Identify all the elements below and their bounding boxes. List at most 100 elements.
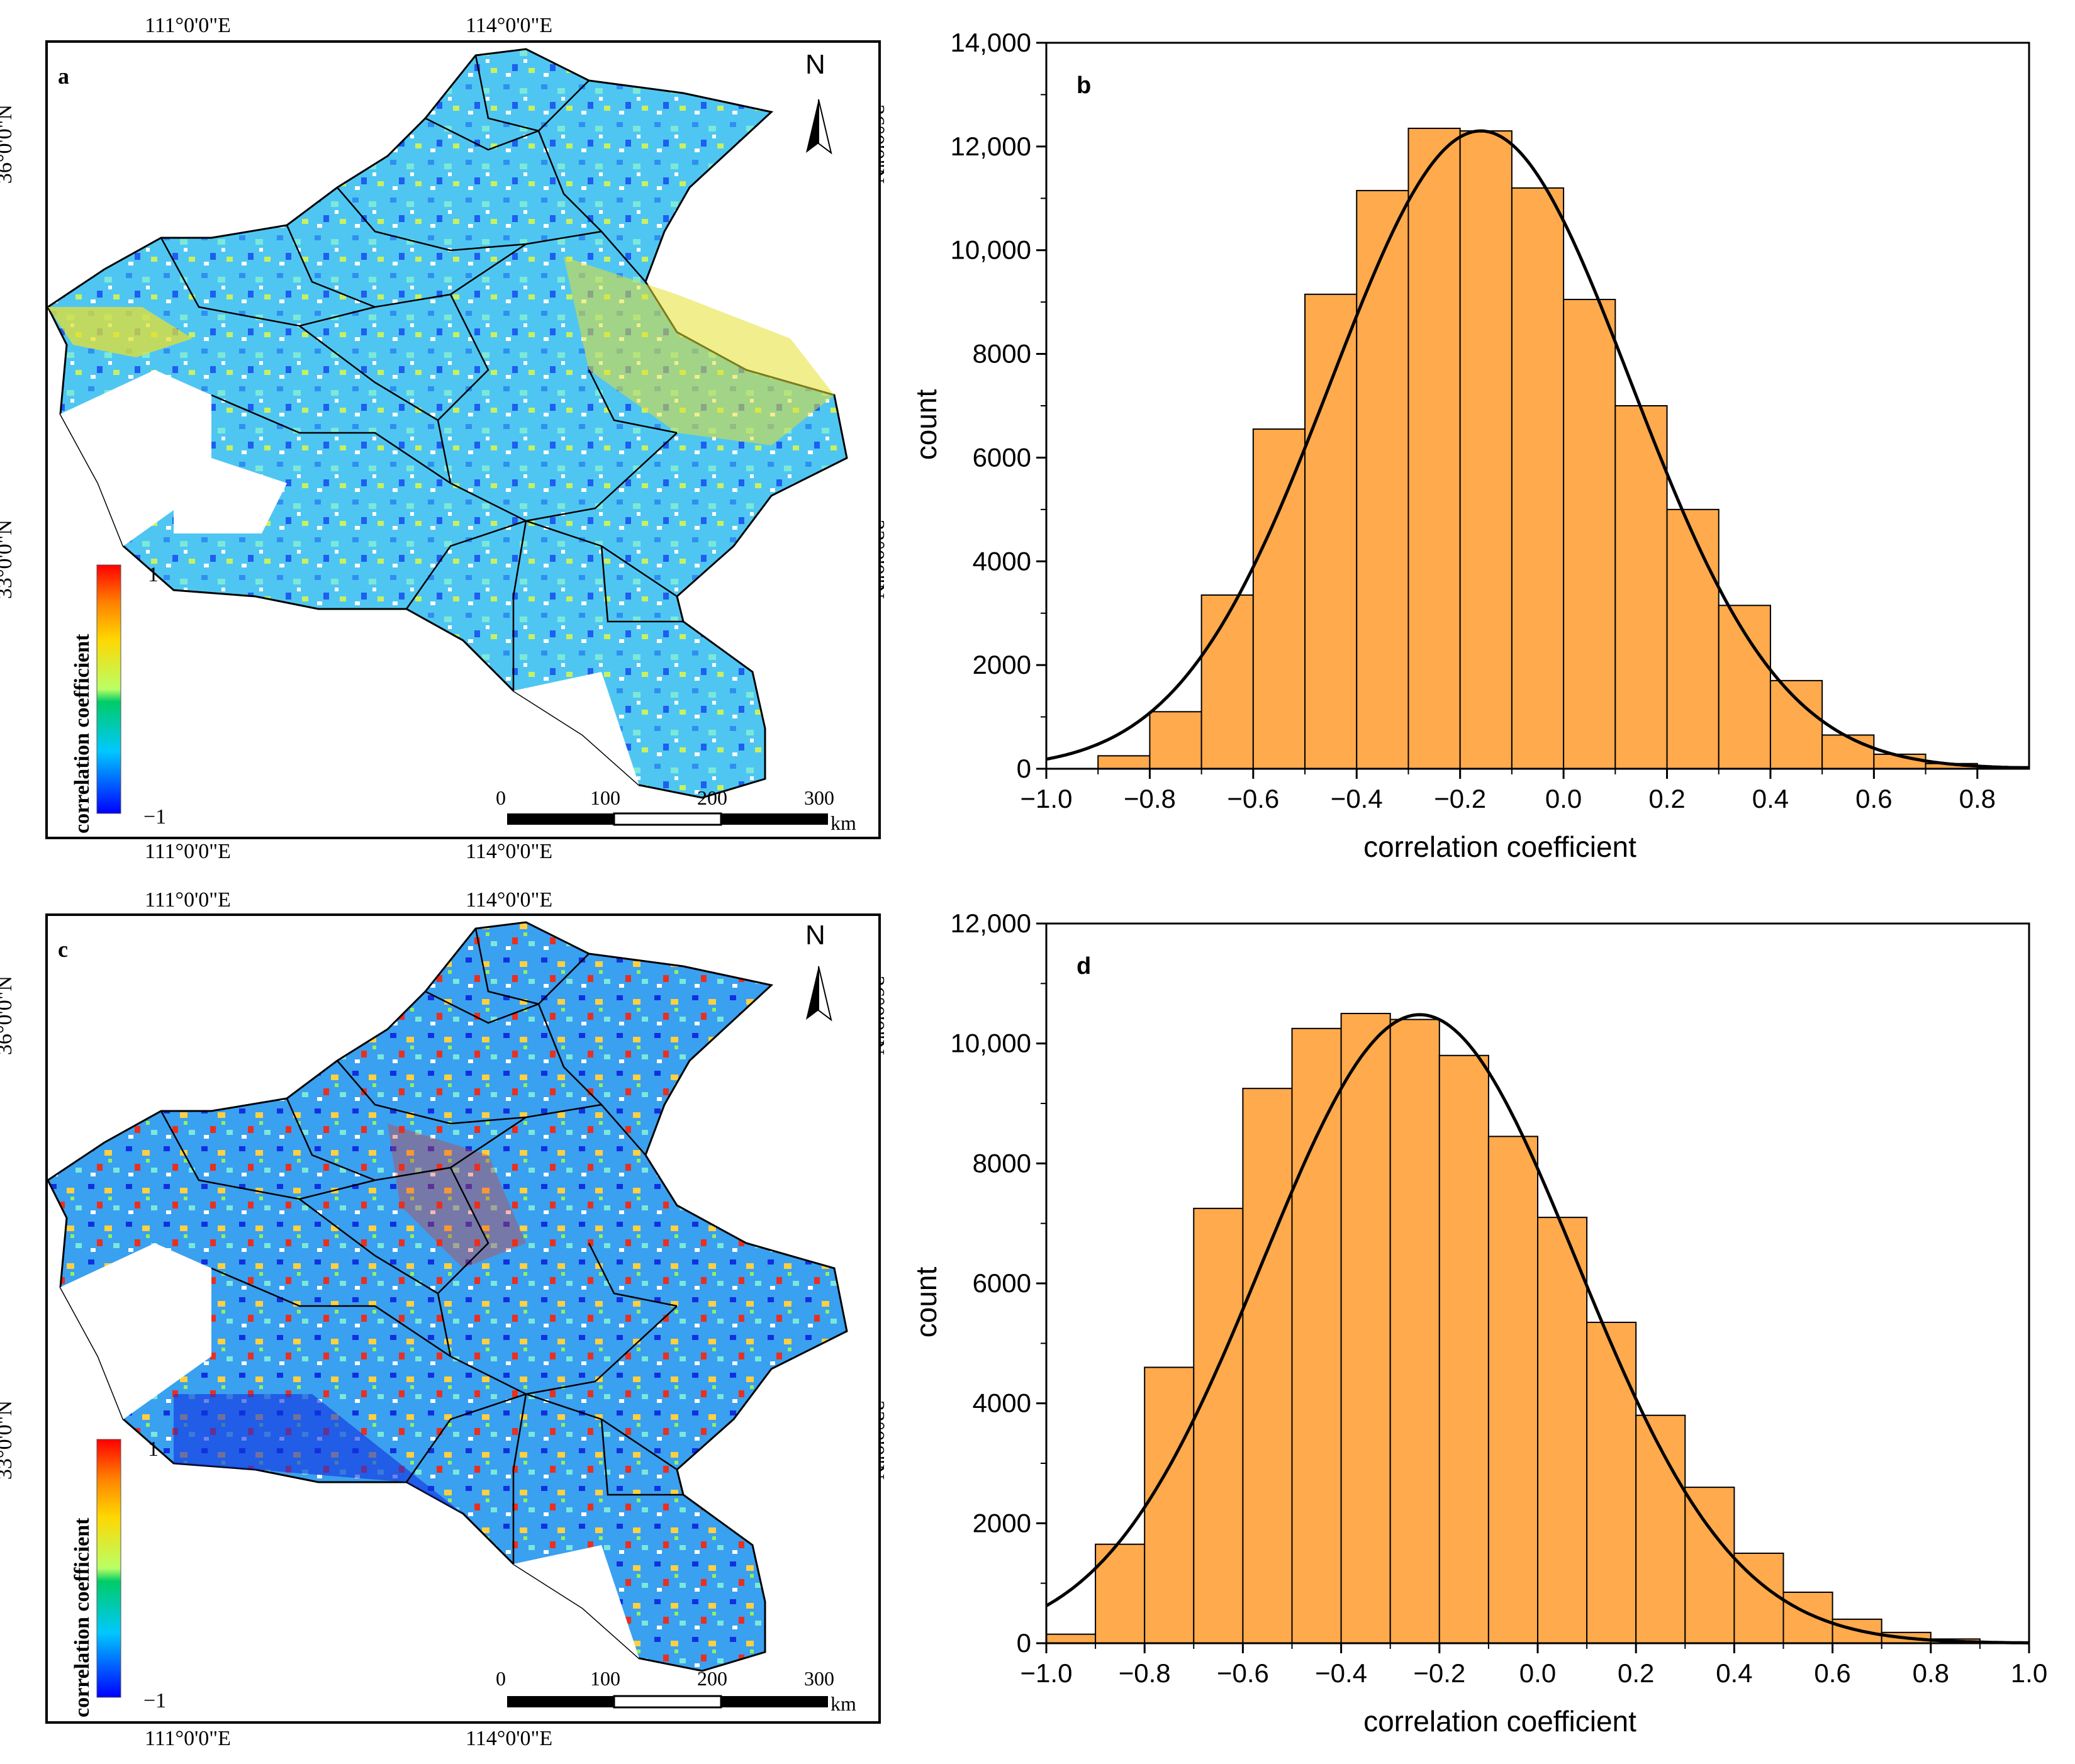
chart-b-ytick-label-3: 6000 bbox=[973, 442, 1031, 472]
lat-label-left-top: 36°0'0"N bbox=[0, 104, 17, 184]
chart-b-ytick-label-1: 2000 bbox=[973, 650, 1031, 679]
chart-d-xtick-label-6: 0.2 bbox=[1618, 1658, 1654, 1688]
chart-b-xlabel: correlation coefficient bbox=[1363, 830, 1636, 863]
chart-d-xtick-label-2: −0.6 bbox=[1217, 1658, 1269, 1688]
chart-b-bar-11 bbox=[1666, 508, 1720, 769]
map-panel-c: 111°0'0"E 114°0'0"E 111°0'0"E 114°0'0"E … bbox=[0, 881, 893, 1761]
histogram-d-svg: −1.0 −0.8 −0.6 −0.4 −0.2 0.0 0.2 0.4 0.6 0.8 1.0 0 2… bbox=[910, 908, 2047, 1738]
chart-b-bar-9 bbox=[1563, 299, 1616, 769]
chart-b-bar-14 bbox=[1821, 734, 1875, 769]
zone-blank-c1 bbox=[60, 1243, 211, 1419]
chart-d-xtick-label-0: −1.0 bbox=[1021, 1658, 1073, 1688]
chart-b-ytick-label-4: 8000 bbox=[973, 339, 1031, 369]
map-frame-a bbox=[45, 40, 881, 839]
north-arrow-icon-a bbox=[806, 99, 832, 155]
scale-tick-200-c: 200 bbox=[697, 1667, 727, 1690]
municipal-boundaries-a bbox=[160, 55, 683, 691]
scale-tick-300-a: 300 bbox=[804, 786, 834, 809]
chart-d-bar-5 bbox=[1291, 1027, 1342, 1644]
legend-colorbar-c bbox=[96, 1439, 121, 1698]
lat-label-left-bottom-c: 33°0'0"N bbox=[0, 1400, 17, 1480]
chart-d-bar-10 bbox=[1537, 1217, 1588, 1644]
north-arrow-icon-c bbox=[806, 966, 832, 1022]
chart-d-ytick-label-4: 8000 bbox=[973, 1148, 1031, 1178]
lon-label-top-right: 114°0'0"E bbox=[466, 14, 553, 37]
legend-max-a: 1 bbox=[148, 563, 159, 586]
chart-b-bar-8 bbox=[1511, 187, 1565, 769]
scale-tick-100-c: 100 bbox=[590, 1667, 620, 1690]
chart-b-bar-6 bbox=[1407, 128, 1461, 769]
lat-label-left-bottom: 33°0'0"N bbox=[0, 519, 17, 600]
panel-letter-d: d bbox=[1077, 953, 1091, 980]
chart-b-bar-7 bbox=[1459, 130, 1513, 769]
zone-yellow-a2 bbox=[564, 257, 834, 445]
chart-b-ytick-label-5: 10,000 bbox=[951, 235, 1031, 265]
map-a-svg bbox=[48, 48, 848, 826]
chart-b-ytick-label-2: 4000 bbox=[973, 546, 1031, 576]
chart-b-xtick-label-3: −0.4 bbox=[1331, 784, 1383, 813]
scale-tick-200-a: 200 bbox=[697, 786, 727, 809]
chart-d-bar-0 bbox=[1046, 1633, 1097, 1644]
chart-d-bar-11 bbox=[1586, 1321, 1637, 1644]
histogram-panel-d: −1.0 −0.8 −0.6 −0.4 −0.2 0.0 0.2 0.4 0.6 0.8 1.0 0 2… bbox=[893, 881, 2075, 1761]
chart-b-xtick-label-6: 0.2 bbox=[1648, 784, 1685, 813]
chart-d-xlabel: correlation coefficient bbox=[1363, 1705, 1636, 1738]
chart-d-ytick-label-0: 0 bbox=[1017, 1628, 1031, 1658]
chart-b-bar-2 bbox=[1200, 594, 1254, 769]
zone-blank-a3 bbox=[513, 672, 639, 785]
map-frame-c bbox=[45, 913, 881, 1724]
scale-unit-a: km bbox=[831, 812, 856, 834]
chart-d-xtick-label-7: 0.4 bbox=[1716, 1658, 1752, 1688]
zone-red-c bbox=[388, 1124, 526, 1268]
chart-b-bar-4 bbox=[1304, 293, 1358, 769]
north-label-a: N bbox=[805, 49, 825, 80]
chart-d-xtick-label-10: 1.0 bbox=[2011, 1658, 2047, 1688]
lon-label-bottom-right-c: 114°0'0"E bbox=[466, 1727, 553, 1750]
chart-d-ytick-label-5: 10,000 bbox=[951, 1029, 1031, 1058]
chart-d-bar-4 bbox=[1242, 1088, 1293, 1644]
chart-d-xtick-label-4: −0.2 bbox=[1413, 1658, 1465, 1688]
chart-d-bar-8 bbox=[1438, 1054, 1489, 1644]
lon-label-top-right-c: 114°0'0"E bbox=[466, 888, 553, 912]
lon-label-bottom-right: 114°0'0"E bbox=[466, 840, 553, 863]
legend-title-c: correlation coefficient bbox=[70, 1517, 94, 1717]
chart-b-xtick-label-1: −0.8 bbox=[1124, 784, 1176, 813]
lon-label-top-left-c: 111°0'0"E bbox=[145, 888, 231, 912]
chart-b-xtick-label-0: −1.0 bbox=[1021, 784, 1073, 813]
legend-max-c: 1 bbox=[148, 1437, 159, 1461]
chart-b-xtick-label-2: −0.6 bbox=[1227, 784, 1279, 813]
lat-label-left-top-c: 36°0'0"N bbox=[0, 975, 17, 1056]
legend-title-a: correlation coefficient bbox=[70, 634, 94, 834]
histogram-panel-b: −1.0 −0.8 −0.6 −0.4 −0.2 0.0 0.2 0.4 0.6 0.8 0 2000… bbox=[893, 0, 2075, 881]
zone-blank-a2 bbox=[174, 445, 287, 533]
lon-label-bottom-left-c: 111°0'0"E bbox=[145, 1727, 231, 1750]
panel-letter-a: a bbox=[58, 64, 69, 89]
legend-colorbar-a bbox=[96, 564, 121, 814]
chart-d-bar-15 bbox=[1782, 1591, 1833, 1644]
chart-b-xtick-label-9: 0.8 bbox=[1959, 784, 1996, 813]
legend-min-c: −1 bbox=[143, 1689, 167, 1712]
chart-b-bar-3 bbox=[1252, 428, 1306, 769]
scale-tick-0-a: 0 bbox=[496, 786, 506, 809]
chart-d-bar-2 bbox=[1144, 1366, 1195, 1644]
chart-d-ytick-label-1: 2000 bbox=[973, 1508, 1031, 1538]
legend-min-a: −1 bbox=[143, 805, 167, 829]
chart-d-ytick-label-6: 12,000 bbox=[951, 908, 1031, 938]
chart-d-ylabel: count bbox=[910, 1267, 942, 1338]
map-panel-a: 111°0'0"E 114°0'0"E 111°0'0"E 114°0'0"E … bbox=[0, 0, 893, 868]
chart-b-bar-5 bbox=[1356, 189, 1409, 769]
chart-b-xtick-label-8: 0.6 bbox=[1855, 784, 1892, 813]
chart-d-xtick-label-5: 0.0 bbox=[1519, 1658, 1556, 1688]
chart-b-xtick-label-7: 0.4 bbox=[1752, 784, 1789, 813]
scale-tick-100-a: 100 bbox=[590, 786, 620, 809]
chart-d-xtick-label-1: −0.8 bbox=[1119, 1658, 1171, 1688]
chart-b-xtick-label-5: 0.0 bbox=[1545, 784, 1582, 813]
chart-d-fit-curve bbox=[1045, 1013, 2030, 1644]
chart-d-xtick-label-3: −0.4 bbox=[1315, 1658, 1367, 1688]
chart-d-ytick-label-2: 4000 bbox=[973, 1388, 1031, 1418]
chart-d-bar-9 bbox=[1487, 1136, 1539, 1644]
histogram-b-svg: −1.0 −0.8 −0.6 −0.4 −0.2 0.0 0.2 0.4 0.6 0.8 0 2000… bbox=[910, 28, 2030, 863]
chart-d-bar-6 bbox=[1340, 1013, 1391, 1644]
chart-d-xtick-label-8: 0.6 bbox=[1814, 1658, 1850, 1688]
zone-blank-c2 bbox=[513, 1545, 639, 1658]
